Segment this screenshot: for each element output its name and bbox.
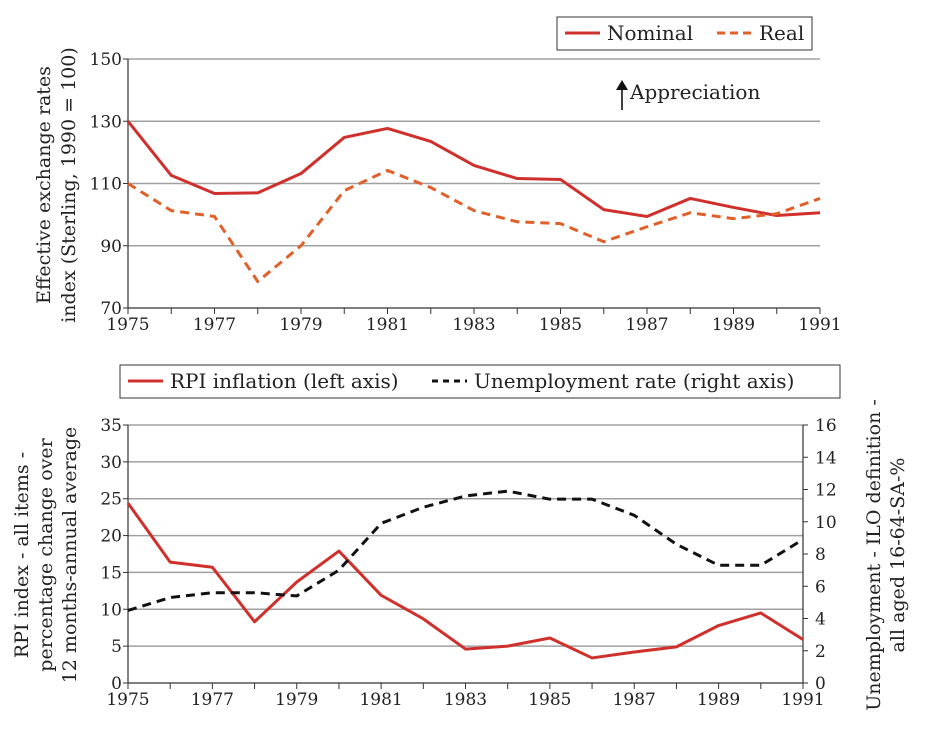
series-line-2 (127, 489, 804, 612)
arrowhead-icon (616, 80, 628, 90)
y-tick-label: 30 (100, 453, 122, 473)
x-tick-label: 1991 (798, 315, 841, 335)
x-tick-label: 1979 (279, 315, 322, 335)
y-tick-label: 15 (100, 563, 122, 583)
y-tick-label: 0 (111, 674, 122, 694)
x-tick-label: 1981 (366, 315, 409, 335)
legend-bottom (119, 364, 841, 399)
x-tick-label: 1983 (452, 315, 495, 335)
y-axis-label-line: 12 months-annual average (59, 427, 81, 684)
x-tick-label: 1975 (106, 690, 149, 710)
legend-label-rpi: RPI inflation (left axis) (170, 369, 399, 393)
y-tick-label: 70 (100, 299, 122, 319)
y-tick-label: 150 (90, 50, 122, 70)
y-axis-label-right: Unemployment - ILO definition - all aged … (863, 399, 909, 711)
y-axis-label-right-line: all aged 16-64-SA-% (887, 458, 909, 653)
y-axis-label-left: RPI index - all items - percentage change… (11, 427, 81, 684)
annotation-label: Appreciation (629, 80, 760, 104)
x-tick-label: 1985 (539, 315, 582, 335)
x-tick-label: 1979 (275, 690, 318, 710)
legend-label-real: Real (759, 21, 804, 45)
y-axis-label-line: percentage change over (35, 437, 57, 671)
y-tick-label: 35 (100, 416, 122, 436)
y-tick-label-right: 6 (815, 577, 826, 597)
x-tick-label: 1981 (359, 690, 402, 710)
x-tick-label: 1975 (106, 315, 149, 335)
y-tick-label-right: 16 (815, 416, 837, 436)
y-tick-label: 90 (100, 237, 122, 257)
y-tick-label: 110 (90, 175, 122, 195)
x-tick-label: 1987 (625, 315, 668, 335)
series-line-1 (126, 502, 804, 660)
legend-label-unemployment: Unemployment rate (right axis) (474, 369, 794, 393)
x-tick-label: 1985 (528, 690, 571, 710)
y-tick-label-right: 14 (815, 448, 837, 468)
y-tick-label-right: 0 (815, 674, 826, 694)
x-tick-label: 1987 (613, 690, 656, 710)
x-tick-label: 1977 (191, 690, 234, 710)
y-axis-label-line: RPI index - all items - (11, 452, 33, 658)
y-tick-label: 20 (100, 527, 122, 547)
y-tick-label-right: 8 (815, 545, 826, 565)
x-tick-label: 1989 (697, 690, 740, 710)
x-tick-label: 1989 (712, 315, 755, 335)
legend-label-nominal: Nominal (607, 21, 693, 45)
y-axis-label-line: Effective exchange rates (33, 66, 55, 304)
y-tick-label-right: 2 (815, 642, 826, 662)
y-axis-label-right-line: Unemployment - ILO definition - (863, 399, 885, 711)
y-tick-label: 25 (100, 490, 122, 510)
x-tick-label: 1977 (193, 315, 236, 335)
x-tick-label: 1983 (444, 690, 487, 710)
y-tick-label: 5 (111, 637, 122, 657)
y-axis-label-line: index (Sterling, 1990 = 100) (58, 47, 80, 323)
series-line-2 (127, 168, 821, 284)
y-tick-label-right: 4 (815, 610, 826, 630)
x-tick-label: 1991 (781, 690, 824, 710)
y-tick-label-right: 12 (815, 481, 837, 501)
y-tick-label: 130 (90, 112, 122, 132)
y-tick-label: 10 (100, 600, 122, 620)
y-axis-label: Effective exchange rates index (Sterling,… (33, 47, 80, 323)
series-line-1 (126, 120, 821, 218)
y-tick-label-right: 10 (815, 513, 837, 533)
